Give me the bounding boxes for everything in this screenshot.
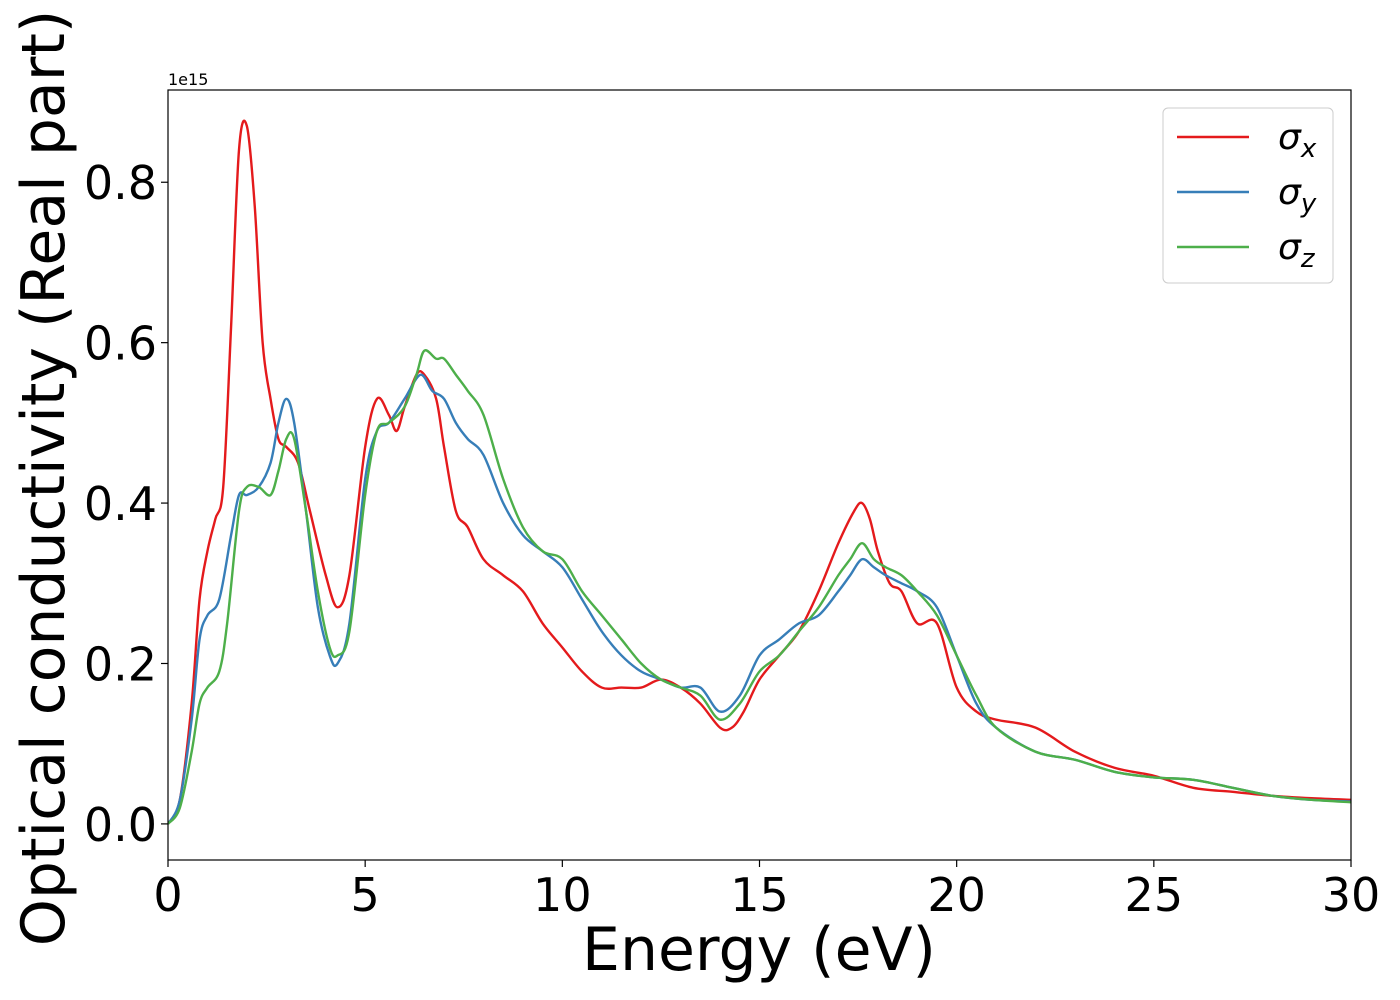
legend-label-sigma-z: σz xyxy=(1278,227,1316,274)
legend: σx σy σz xyxy=(1162,107,1334,284)
x-axis-ticks: 0 5 10 15 20 25 30 xyxy=(153,860,1380,922)
y-axis-title: Optical conductivity (Real part) xyxy=(9,10,79,947)
y-tick-label: 0.8 xyxy=(84,156,157,210)
y-tick-label: 0.2 xyxy=(84,637,157,691)
x-tick-label: 20 xyxy=(927,868,986,922)
y-axis-ticks: 0.0 0.2 0.4 0.6 0.8 xyxy=(84,156,168,852)
x-tick-label: 10 xyxy=(533,868,592,922)
x-tick-label: 25 xyxy=(1125,868,1184,922)
legend-label-sigma-y: σy xyxy=(1278,172,1317,219)
y-tick-label: 0.4 xyxy=(84,477,157,531)
legend-frame xyxy=(1162,107,1334,284)
x-axis-title: Energy (eV) xyxy=(582,915,936,985)
series-line-sigma-z xyxy=(168,349,1351,825)
x-tick-label: 30 xyxy=(1322,868,1381,922)
x-tick-label: 0 xyxy=(153,868,182,922)
legend-label-sigma-x: σx xyxy=(1278,117,1317,164)
y-tick-label: 0.6 xyxy=(84,317,157,371)
y-offset-text: 1e15 xyxy=(168,70,208,89)
series-layer xyxy=(168,119,1351,825)
x-tick-label: 15 xyxy=(730,868,789,922)
x-tick-label: 5 xyxy=(351,868,380,922)
series-line-sigma-x xyxy=(168,119,1351,825)
y-tick-label: 0.0 xyxy=(84,798,157,852)
